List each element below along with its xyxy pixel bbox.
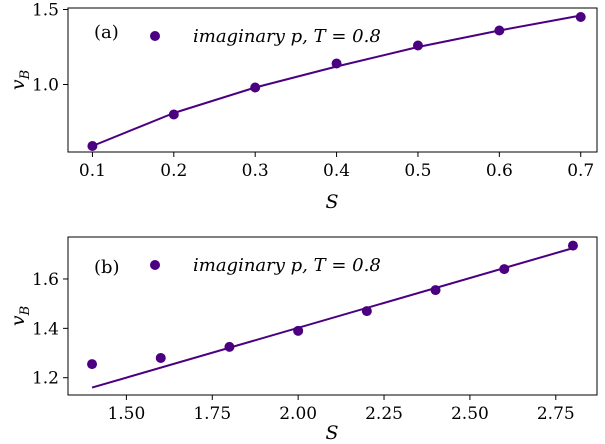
panel-b: 1.50 1.75 2.00 2.25 2.50 2.75 1.2 1.4 1.6 (b) im… (7, 236, 598, 444)
panel-b-ylabel: vB (7, 306, 33, 326)
panel-a-legend-label: imaginary p, T = 0.8 (193, 26, 381, 47)
panel-b-ytick-label: 1.2 (32, 369, 59, 389)
panel-a-ylabel: vB (7, 70, 33, 90)
panel-b-ticks: 1.50 1.75 2.00 2.25 2.50 2.75 1.2 1.4 1.6 (32, 270, 575, 424)
panel-a-ytick-label: 1.5 (32, 1, 59, 21)
panel-b-label: (b) (94, 257, 120, 278)
panel-a: 0.1 0.2 0.3 0.4 0.5 0.6 0.7 1.0 1.5 (a) imaginar… (7, 1, 598, 213)
panel-b-legend-marker (150, 260, 160, 270)
panel-a-xtick-label: 0.3 (242, 161, 269, 181)
panel-a-xtick-label: 0.2 (160, 161, 187, 181)
panel-b-xtick-label: 2.75 (537, 404, 575, 424)
panel-b-legend-label: imaginary p, T = 0.8 (193, 255, 381, 276)
panel-b-ytick-label: 1.6 (32, 270, 59, 290)
panel-a-xtick-label: 0.4 (323, 161, 350, 181)
panel-a-xtick-label: 0.7 (567, 161, 594, 181)
panel-b-xtick-label: 1.50 (107, 404, 145, 424)
panel-a-data-point (575, 12, 586, 22)
panel-a-legend-marker (150, 31, 160, 41)
panel-b-xtick-label: 2.25 (365, 404, 403, 424)
panel-b-xlabel: S (325, 422, 338, 444)
panel-a-ylabel-sub: B (18, 70, 33, 81)
panel-a-ytick-label: 1.0 (32, 76, 59, 96)
panel-a-ticks: 0.1 0.2 0.3 0.4 0.5 0.6 0.7 1.0 1.5 (32, 1, 594, 182)
panel-a-label: (a) (94, 22, 119, 43)
panel-b-ylabel-v: v (7, 315, 29, 326)
panel-a-fit-line (92, 14, 581, 147)
panel-a-ylabel-v: v (7, 79, 29, 90)
panel-b-data-point (155, 352, 166, 363)
panel-a-frame (67, 7, 598, 153)
panel-b-ytick-label: 1.4 (32, 319, 59, 339)
panel-b-data-point (87, 359, 98, 370)
panel-a-xlabel: S (325, 191, 338, 213)
panel-a-xtick-label: 0.5 (404, 161, 431, 181)
panel-a-marks (87, 12, 586, 151)
panel-a-xtick-label: 0.6 (486, 161, 513, 181)
panel-b-xtick-label: 1.75 (193, 404, 231, 424)
panel-b-marks (87, 240, 578, 389)
panel-b-fit-line (91, 247, 574, 389)
panel-b-ylabel-sub: B (18, 306, 33, 317)
panel-a-xtick-label: 0.1 (79, 161, 106, 181)
panel-b-xtick-label: 2.50 (451, 404, 489, 424)
panel-b-frame (67, 236, 598, 396)
panel-b-xtick-label: 2.00 (279, 404, 317, 424)
